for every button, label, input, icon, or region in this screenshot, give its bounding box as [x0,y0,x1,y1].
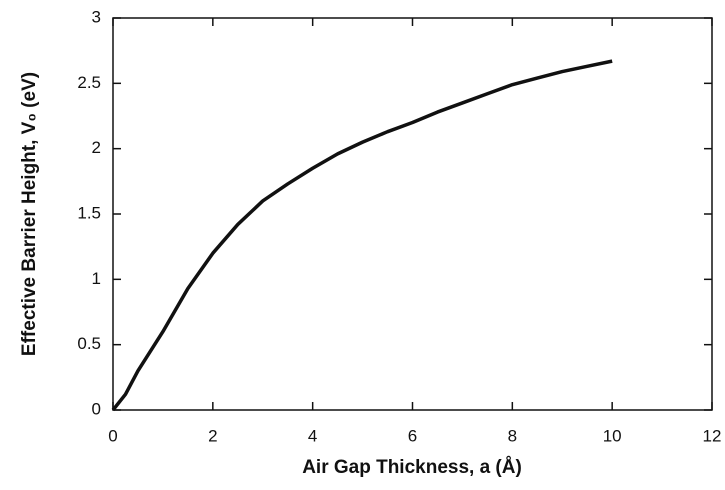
x-tick-label: 8 [508,426,517,445]
x-axis-label: Air Gap Thickness, a (Å) [302,457,522,478]
y-tick-label: 0.5 [77,334,101,353]
plot-frame [112,17,713,411]
x-tick-label: 2 [208,426,217,445]
y-tick-label: 2 [92,138,101,157]
x-tick-label: 4 [308,426,317,445]
x-tick-label: 12 [703,426,722,445]
y-tick-label: 0 [92,399,101,418]
x-tick-label: 6 [408,426,417,445]
x-tick-label: 0 [108,426,117,445]
y-tick-label: 2.5 [77,73,101,92]
x-tick-label: 10 [603,426,622,445]
y-axis-label: Effective Barrier Height, V₀ (eV) [19,72,40,356]
y-tick-label: 3 [92,7,101,26]
y-tick-label: 1.5 [77,203,101,222]
y-tick-label: 1 [92,269,101,288]
data-line [111,59,613,412]
